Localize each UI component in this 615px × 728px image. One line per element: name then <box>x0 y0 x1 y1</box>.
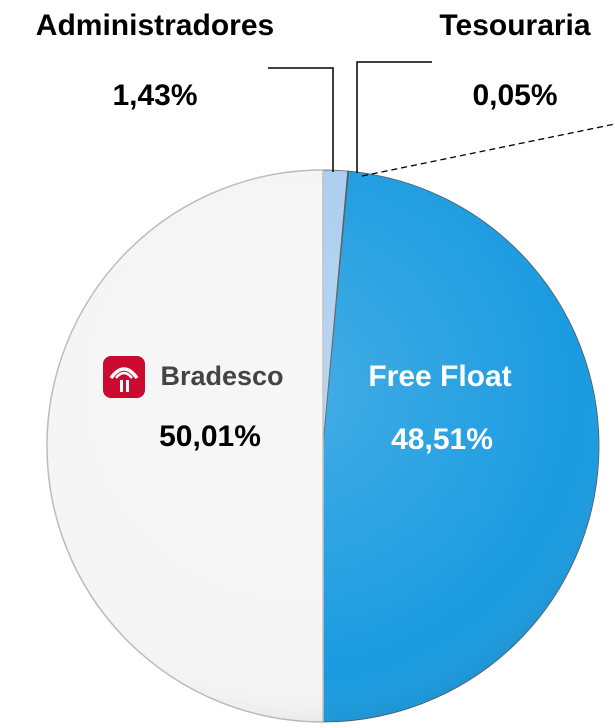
leader-line <box>268 67 334 172</box>
value-label: 0,05% <box>472 79 557 112</box>
leader-line <box>356 61 432 173</box>
value-label: 48,51% <box>391 423 493 456</box>
category-label: Tesouraria <box>439 9 590 42</box>
bradesco-logo <box>103 356 145 398</box>
value-label: 1,43% <box>112 79 197 112</box>
leader-line <box>361 123 615 177</box>
value-label: 50,01% <box>159 420 261 453</box>
pie <box>46 169 600 723</box>
category-label: Free Float <box>368 360 511 393</box>
category-label: Administradores <box>36 9 274 42</box>
category-label: Bradesco <box>160 361 283 391</box>
